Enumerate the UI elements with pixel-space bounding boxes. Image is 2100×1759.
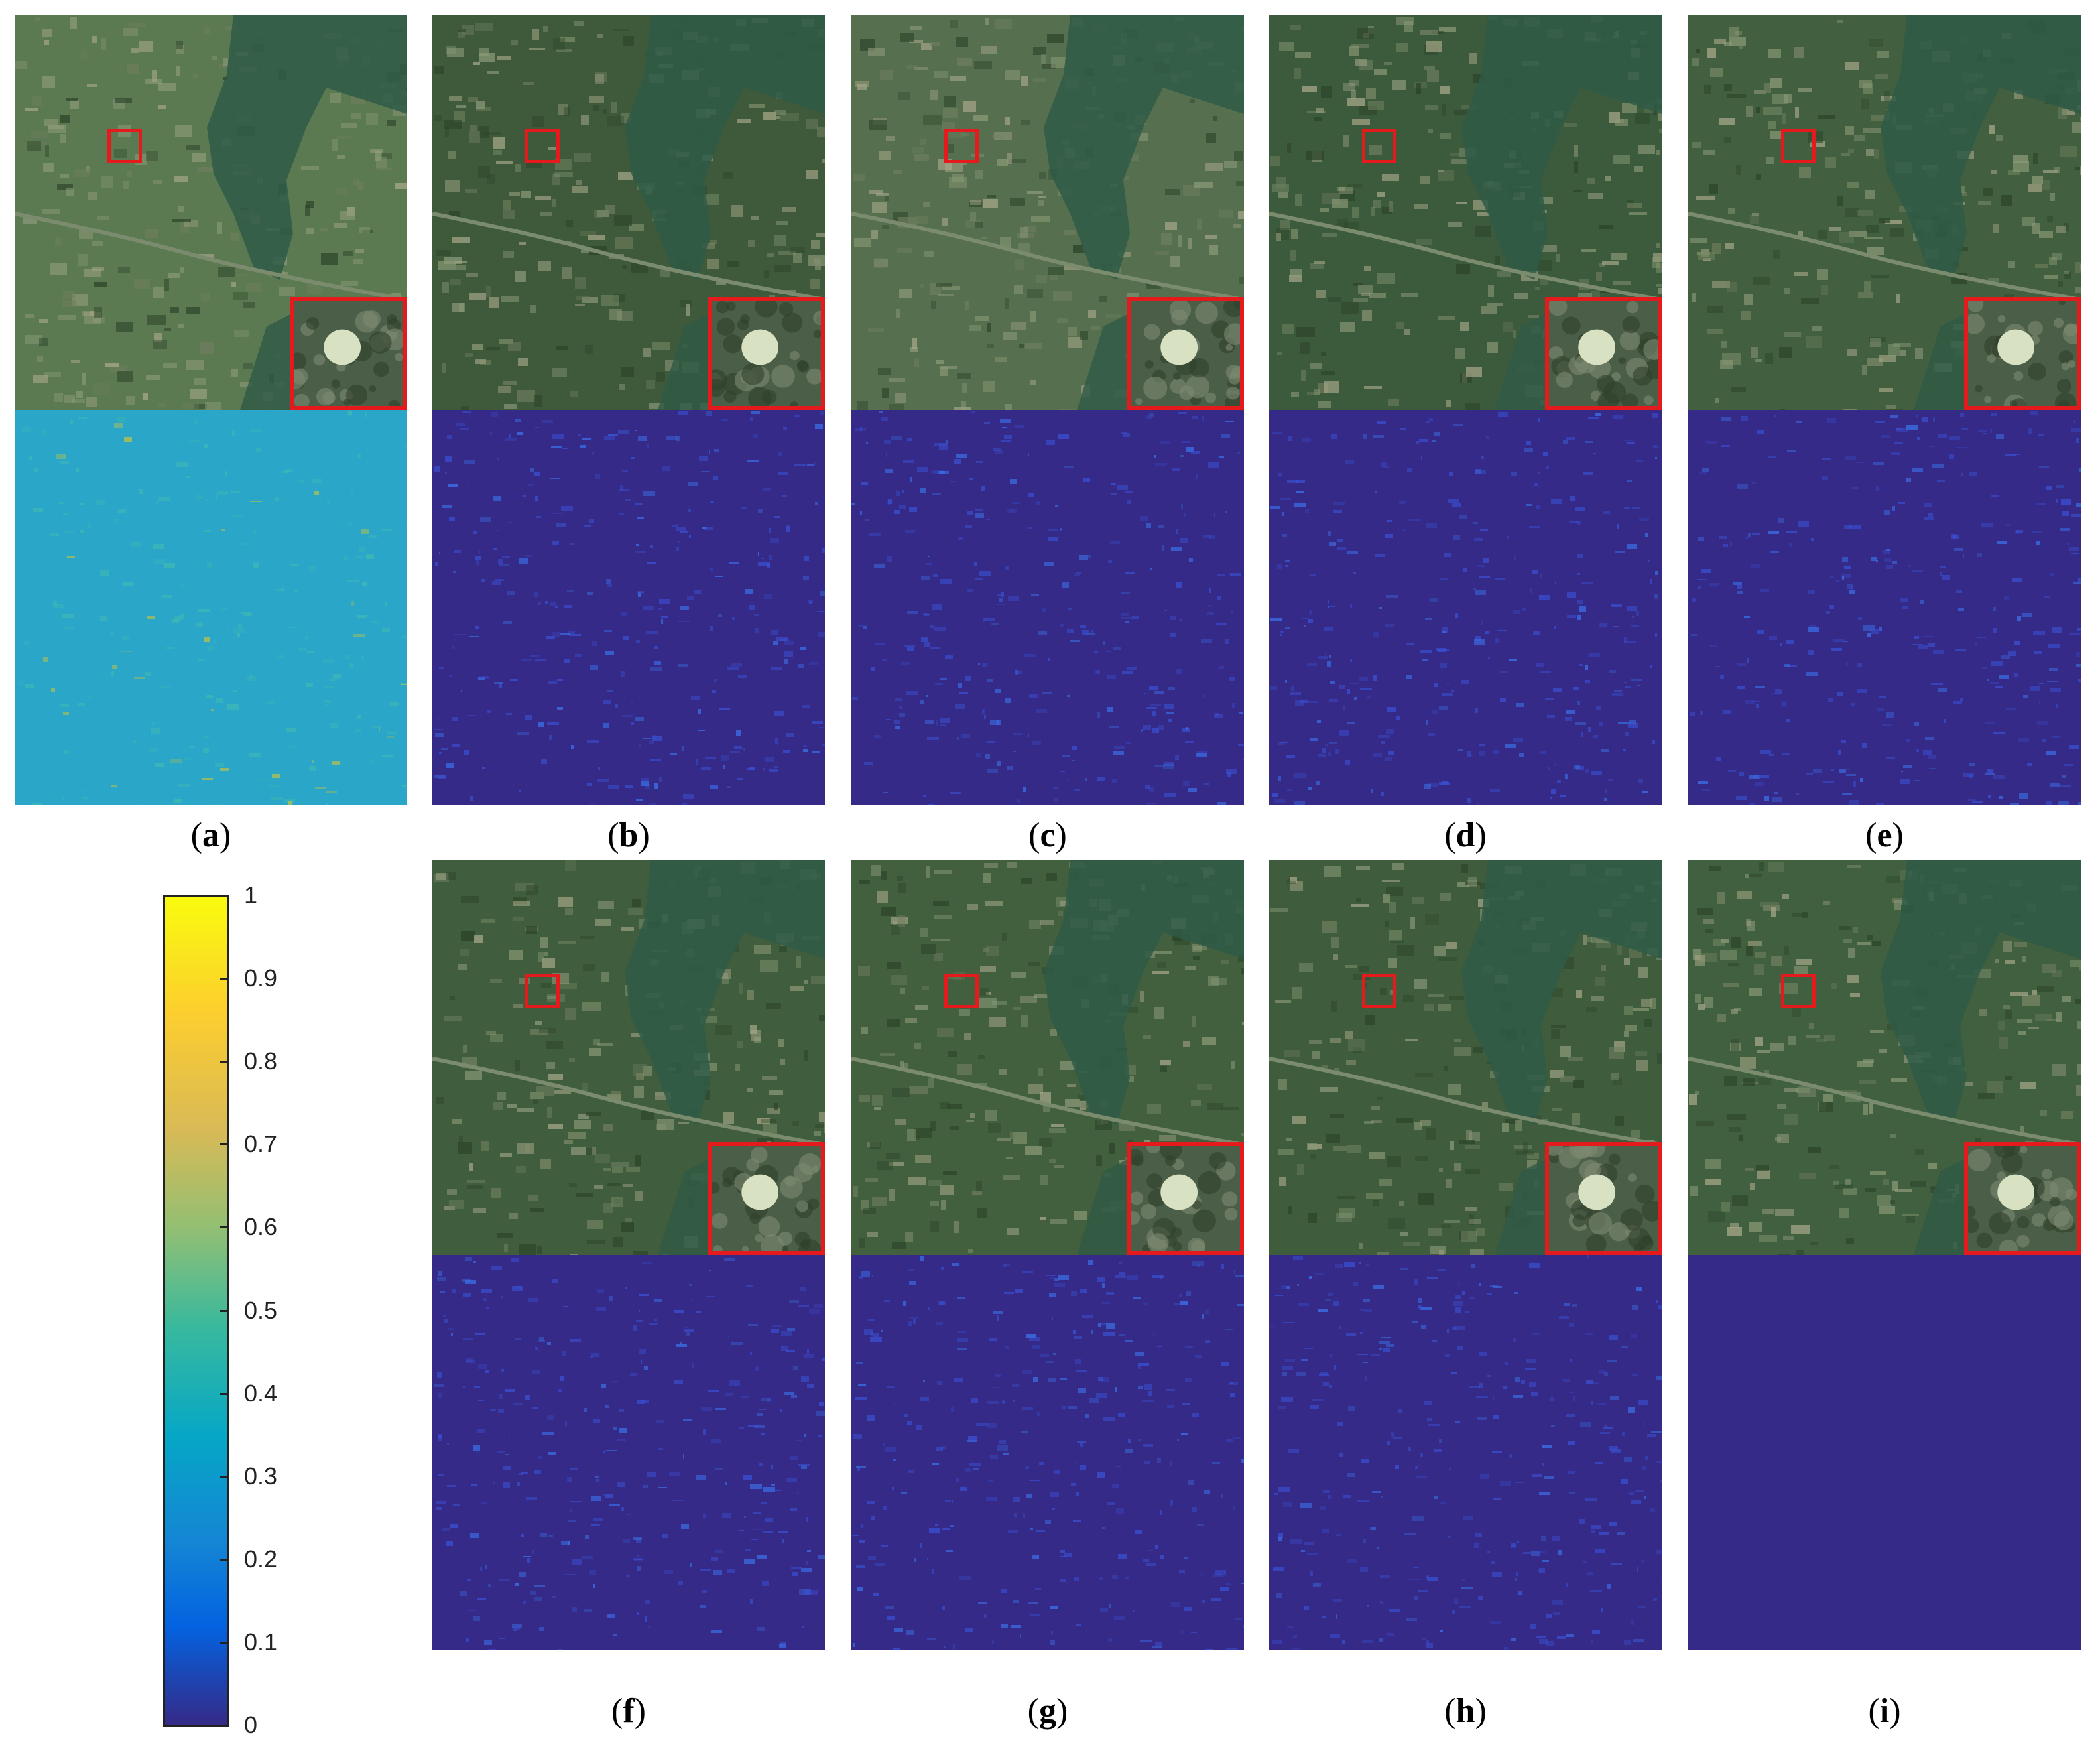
error-image: [851, 410, 1244, 805]
fused-image: [851, 15, 1244, 410]
error-image: [1688, 410, 2081, 805]
colorbar-tick: [220, 1558, 229, 1561]
aerial-image: [15, 15, 407, 410]
colorbar-tick: [220, 895, 229, 897]
caption-d: (d): [1444, 816, 1487, 854]
roi-box: [944, 129, 979, 163]
error-image: [432, 410, 825, 805]
error-map: [432, 410, 825, 805]
colorbar-tick-label: 0.8: [244, 1047, 278, 1075]
caption-h: (h): [1444, 1692, 1487, 1730]
fused-image: [1269, 15, 1662, 410]
colorbar-tick: [220, 1309, 229, 1312]
colorbar: [163, 895, 229, 1727]
error-map: [1688, 410, 2081, 805]
panel-c: [851, 15, 1244, 805]
colorbar-tick-label: 0: [244, 1711, 258, 1738]
colorbar-tick-label: 0.4: [244, 1379, 278, 1407]
caption-a: (a): [190, 816, 231, 854]
aerial-image: [1269, 860, 1662, 1255]
colorbar-tick-label: 1: [244, 881, 258, 909]
zoom-inset: [708, 297, 825, 410]
zoom-inset: [1127, 1142, 1244, 1255]
colorbar-tick: [220, 1143, 229, 1146]
panel-e: [1688, 15, 2081, 805]
roi-box: [525, 974, 560, 1008]
caption-f: (f): [611, 1692, 646, 1730]
colorbar-tick-label: 0.2: [244, 1545, 278, 1573]
caption-g: (g): [1027, 1692, 1068, 1730]
roi-box: [1781, 974, 1816, 1008]
fused-image: [851, 860, 1244, 1255]
panel-h: [1269, 860, 1662, 1650]
zoom-inset: [1964, 297, 2081, 410]
error-map: [1269, 1255, 1662, 1650]
fused-image: [1688, 15, 2081, 410]
error-map: [1269, 410, 1662, 805]
colorbar-tick-label: 0.9: [244, 964, 278, 992]
error-map: [432, 1255, 825, 1650]
zoom-inset: [1545, 297, 1662, 410]
error-map: [851, 1255, 1244, 1650]
colorbar-tick: [220, 1226, 229, 1229]
colorbar-tick-label: 0.7: [244, 1130, 278, 1158]
zoom-inset: [1127, 297, 1244, 410]
roi-box: [944, 974, 979, 1008]
caption-c: (c): [1028, 816, 1067, 854]
caption-b: (b): [607, 816, 650, 854]
zoom-inset: [1964, 1142, 2081, 1255]
error-image: [15, 410, 407, 805]
panel-b: [432, 15, 825, 805]
caption-i: (i): [1868, 1692, 1901, 1730]
zoom-inset: [1545, 1142, 1662, 1255]
panel-f: [432, 860, 825, 1650]
error-map: [1688, 1255, 2081, 1650]
fused-image: [432, 860, 825, 1255]
colorbar-tick: [220, 1392, 229, 1395]
fused-image: [432, 15, 825, 410]
panel-g: [851, 860, 1244, 1650]
error-image: [432, 1255, 825, 1650]
colorbar-tick-label: 0.5: [244, 1296, 278, 1324]
error-image: [1688, 1255, 2081, 1650]
roi-box: [1362, 129, 1396, 163]
colorbar-tick: [220, 1475, 229, 1478]
roi-box: [525, 129, 560, 163]
fused-image: [1269, 860, 1662, 1255]
zoom-inset: [708, 1142, 825, 1255]
roi-box: [107, 129, 142, 163]
roi-box: [1362, 974, 1396, 1008]
caption-e: (e): [1865, 816, 1904, 854]
colorbar-tick: [220, 1725, 229, 1726]
error-map: [15, 410, 407, 805]
colorbar-tick-label: 0.1: [244, 1628, 278, 1656]
colorbar-tick: [220, 1641, 229, 1644]
panel-i: [1688, 860, 2081, 1650]
zoom-inset: [290, 297, 407, 410]
panel-a: [15, 15, 407, 805]
error-map: [851, 410, 1244, 805]
error-image: [1269, 1255, 1662, 1650]
colorbar-tick: [220, 978, 229, 980]
roi-box: [1781, 129, 1816, 163]
error-image: [1269, 410, 1662, 805]
fused-image: [15, 15, 407, 410]
colorbar-tick-label: 0.6: [244, 1213, 278, 1241]
error-image: [851, 1255, 1244, 1650]
colorbar-tick: [220, 1061, 229, 1063]
panel-d: [1269, 15, 1662, 805]
fused-image: [1688, 860, 2081, 1255]
colorbar-tick-label: 0.3: [244, 1462, 278, 1490]
